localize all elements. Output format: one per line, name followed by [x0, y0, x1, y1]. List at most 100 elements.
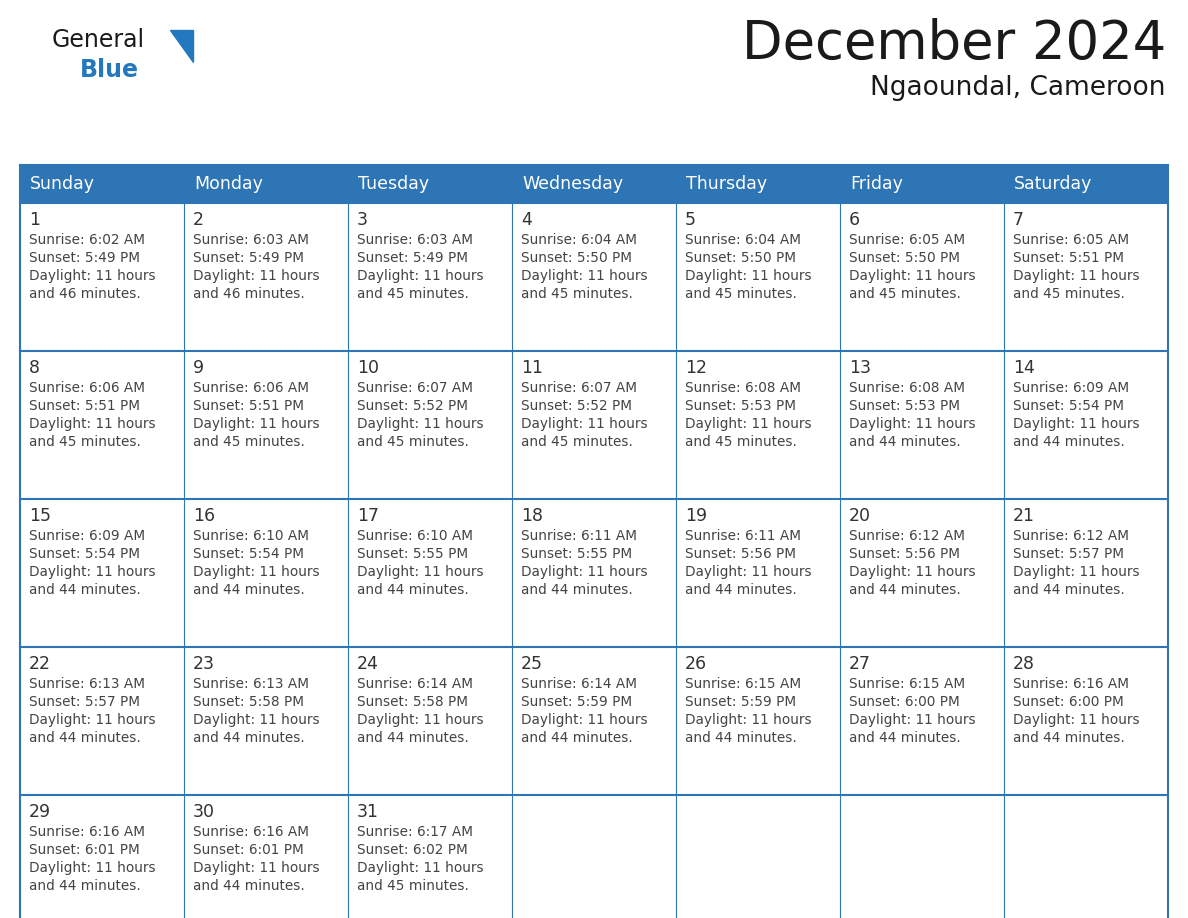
Bar — [840, 203, 1004, 351]
Text: Sunrise: 6:10 AM: Sunrise: 6:10 AM — [358, 529, 473, 543]
Text: Daylight: 11 hours: Daylight: 11 hours — [192, 713, 320, 727]
Text: 18: 18 — [522, 507, 543, 525]
Bar — [676, 351, 840, 499]
Text: Sunset: 5:56 PM: Sunset: 5:56 PM — [849, 547, 960, 561]
Text: and 44 minutes.: and 44 minutes. — [192, 731, 305, 745]
Bar — [840, 647, 1004, 795]
Bar — [348, 351, 512, 499]
Text: Sunset: 6:00 PM: Sunset: 6:00 PM — [1013, 695, 1124, 709]
Text: 11: 11 — [522, 359, 543, 377]
Text: Daylight: 11 hours: Daylight: 11 hours — [358, 269, 484, 283]
Text: Daylight: 11 hours: Daylight: 11 hours — [522, 565, 647, 579]
Text: Sunset: 5:51 PM: Sunset: 5:51 PM — [29, 399, 140, 413]
Bar — [840, 795, 1004, 918]
Text: and 45 minutes.: and 45 minutes. — [849, 287, 961, 301]
Bar — [512, 351, 676, 499]
Text: Wednesday: Wednesday — [522, 175, 624, 193]
Text: and 44 minutes.: and 44 minutes. — [1013, 731, 1125, 745]
Text: Sunrise: 6:09 AM: Sunrise: 6:09 AM — [29, 529, 145, 543]
Text: Sunrise: 6:12 AM: Sunrise: 6:12 AM — [1013, 529, 1129, 543]
Text: 20: 20 — [849, 507, 871, 525]
Text: Tuesday: Tuesday — [358, 175, 429, 193]
Text: Sunset: 5:59 PM: Sunset: 5:59 PM — [522, 695, 632, 709]
Text: Sunset: 5:50 PM: Sunset: 5:50 PM — [849, 251, 960, 265]
Text: Sunset: 5:58 PM: Sunset: 5:58 PM — [358, 695, 468, 709]
Text: Sunset: 5:51 PM: Sunset: 5:51 PM — [1013, 251, 1124, 265]
Bar — [512, 795, 676, 918]
Text: 2: 2 — [192, 211, 204, 229]
Text: Sunrise: 6:06 AM: Sunrise: 6:06 AM — [192, 381, 309, 395]
Text: Sunset: 5:59 PM: Sunset: 5:59 PM — [685, 695, 796, 709]
Text: 8: 8 — [29, 359, 40, 377]
Text: Daylight: 11 hours: Daylight: 11 hours — [358, 861, 484, 875]
Text: 30: 30 — [192, 803, 215, 821]
Text: Sunset: 5:58 PM: Sunset: 5:58 PM — [192, 695, 304, 709]
Text: Daylight: 11 hours: Daylight: 11 hours — [685, 269, 811, 283]
Bar — [676, 203, 840, 351]
Bar — [20, 165, 1168, 203]
Text: Sunset: 5:53 PM: Sunset: 5:53 PM — [849, 399, 960, 413]
Text: Sunrise: 6:15 AM: Sunrise: 6:15 AM — [685, 677, 801, 691]
Text: and 44 minutes.: and 44 minutes. — [522, 731, 633, 745]
Text: Sunset: 5:55 PM: Sunset: 5:55 PM — [522, 547, 632, 561]
Text: and 46 minutes.: and 46 minutes. — [29, 287, 140, 301]
Text: Daylight: 11 hours: Daylight: 11 hours — [29, 713, 156, 727]
Text: 10: 10 — [358, 359, 379, 377]
Bar — [1004, 647, 1168, 795]
Text: and 45 minutes.: and 45 minutes. — [685, 287, 797, 301]
Text: Daylight: 11 hours: Daylight: 11 hours — [358, 713, 484, 727]
Text: 19: 19 — [685, 507, 707, 525]
Text: Daylight: 11 hours: Daylight: 11 hours — [522, 417, 647, 431]
Bar — [184, 351, 348, 499]
Text: 16: 16 — [192, 507, 215, 525]
Text: Sunset: 5:53 PM: Sunset: 5:53 PM — [685, 399, 796, 413]
Text: 27: 27 — [849, 655, 871, 673]
Text: 7: 7 — [1013, 211, 1024, 229]
Text: Sunday: Sunday — [30, 175, 95, 193]
Text: Sunrise: 6:02 AM: Sunrise: 6:02 AM — [29, 233, 145, 247]
Bar — [1004, 351, 1168, 499]
Bar — [184, 203, 348, 351]
Text: Monday: Monday — [194, 175, 263, 193]
Bar — [512, 203, 676, 351]
Text: Daylight: 11 hours: Daylight: 11 hours — [29, 417, 156, 431]
Text: Sunset: 5:49 PM: Sunset: 5:49 PM — [29, 251, 140, 265]
Text: Sunrise: 6:04 AM: Sunrise: 6:04 AM — [685, 233, 801, 247]
Text: Sunrise: 6:05 AM: Sunrise: 6:05 AM — [849, 233, 965, 247]
Polygon shape — [170, 30, 192, 62]
Text: Sunrise: 6:16 AM: Sunrise: 6:16 AM — [29, 825, 145, 839]
Text: Sunrise: 6:09 AM: Sunrise: 6:09 AM — [1013, 381, 1129, 395]
Text: 12: 12 — [685, 359, 707, 377]
Bar — [676, 647, 840, 795]
Text: Daylight: 11 hours: Daylight: 11 hours — [522, 713, 647, 727]
Bar — [20, 795, 184, 918]
Text: General: General — [52, 28, 145, 52]
Text: 5: 5 — [685, 211, 696, 229]
Text: 13: 13 — [849, 359, 871, 377]
Bar — [348, 795, 512, 918]
Text: and 46 minutes.: and 46 minutes. — [192, 287, 305, 301]
Text: Daylight: 11 hours: Daylight: 11 hours — [29, 565, 156, 579]
Text: and 44 minutes.: and 44 minutes. — [192, 583, 305, 597]
Text: Sunrise: 6:05 AM: Sunrise: 6:05 AM — [1013, 233, 1129, 247]
Text: Sunset: 5:57 PM: Sunset: 5:57 PM — [29, 695, 140, 709]
Text: December 2024: December 2024 — [741, 18, 1165, 70]
Text: Daylight: 11 hours: Daylight: 11 hours — [1013, 565, 1139, 579]
Text: Sunset: 5:54 PM: Sunset: 5:54 PM — [29, 547, 140, 561]
Text: Sunset: 6:01 PM: Sunset: 6:01 PM — [29, 843, 140, 857]
Text: Daylight: 11 hours: Daylight: 11 hours — [522, 269, 647, 283]
Text: and 44 minutes.: and 44 minutes. — [849, 583, 961, 597]
Text: Sunset: 5:49 PM: Sunset: 5:49 PM — [192, 251, 304, 265]
Text: Saturday: Saturday — [1015, 175, 1093, 193]
Bar — [512, 647, 676, 795]
Text: 26: 26 — [685, 655, 707, 673]
Text: Sunset: 5:52 PM: Sunset: 5:52 PM — [522, 399, 632, 413]
Text: Sunrise: 6:03 AM: Sunrise: 6:03 AM — [192, 233, 309, 247]
Text: and 45 minutes.: and 45 minutes. — [29, 435, 141, 449]
Text: and 44 minutes.: and 44 minutes. — [685, 731, 797, 745]
Bar — [676, 795, 840, 918]
Text: Sunset: 5:52 PM: Sunset: 5:52 PM — [358, 399, 468, 413]
Text: Daylight: 11 hours: Daylight: 11 hours — [1013, 269, 1139, 283]
Text: Sunset: 5:56 PM: Sunset: 5:56 PM — [685, 547, 796, 561]
Text: and 45 minutes.: and 45 minutes. — [358, 287, 469, 301]
